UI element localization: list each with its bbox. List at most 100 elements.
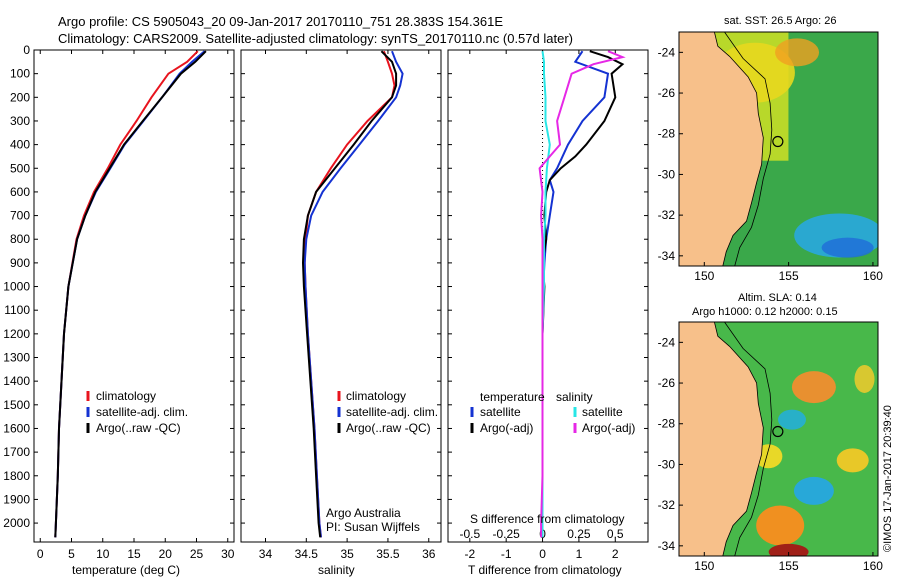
diff-top-label: S difference from climatology — [470, 512, 625, 526]
map-frame — [678, 31, 879, 267]
top-tick-label: -0.5 — [459, 527, 480, 541]
x-tick-label: 2 — [612, 547, 619, 561]
sst-map: 150 155 160 -24 -26 -28 -30 -32 -34 — [658, 31, 883, 283]
y-tick-label: 1900 — [3, 492, 30, 506]
y-tick-label: 1600 — [3, 421, 30, 435]
y-tick-label: 1000 — [3, 280, 30, 294]
sst-map-title: sat. SST: 26.5 Argo: 26 — [724, 15, 837, 27]
x-tick-label: -2 — [464, 547, 475, 561]
map-y-tick-label: -30 — [658, 457, 676, 471]
series-line — [54, 50, 207, 538]
map-y-tick-label: -24 — [658, 45, 676, 59]
x-tick-label: 36 — [422, 547, 436, 561]
map-x-tick-label: 155 — [779, 269, 799, 283]
argo-position-marker — [772, 135, 784, 148]
legend-label: Argo(..raw -QC) — [96, 421, 181, 435]
legend-header: salinity — [556, 390, 593, 404]
legend-label: Argo(-adj) — [480, 421, 533, 435]
title-line-2: Climatology: CARS2009. Satellite-adjuste… — [58, 31, 573, 46]
top-tick-label: 0.25 — [567, 527, 591, 541]
diff-xlabel: T difference from climatology — [468, 563, 622, 577]
map-y-tick-label: -24 — [658, 335, 676, 349]
map-y-tick-label: -28 — [658, 417, 676, 431]
series-line — [538, 50, 626, 538]
x-tick-label: 35 — [340, 547, 354, 561]
legend-label: climatology — [96, 389, 156, 403]
map-x-tick-label: 160 — [863, 559, 883, 573]
map-y-tick-label: -30 — [658, 167, 676, 181]
legend-label: satellite-adj. clim. — [96, 405, 188, 419]
y-tick-label: 1100 — [4, 303, 30, 317]
sla-map: 150 155 160 -24 -26 -28 -30 -32 -34 — [658, 321, 883, 573]
map-x-tick-label: 150 — [694, 269, 714, 283]
y-tick-label: 800 — [10, 232, 30, 246]
sst-hot-patch — [775, 38, 820, 67]
legend-label: Argo(-adj) — [582, 421, 635, 435]
y-tick-label: 200 — [10, 90, 30, 104]
map-x-tick-label: 150 — [694, 559, 714, 573]
sla-eddy — [756, 505, 805, 546]
y-tick-label: 1200 — [3, 327, 30, 341]
imos-timestamp: ©IMOS 17-Jan-2017 20:39:40 — [882, 405, 894, 552]
land-mass — [679, 32, 764, 266]
sla-eddy — [777, 409, 806, 430]
series-line — [301, 50, 398, 538]
y-tick-label: 700 — [10, 209, 30, 223]
sla-eddy — [854, 364, 875, 393]
sla-eddy — [836, 448, 869, 473]
map-frame — [678, 321, 879, 557]
top-tick-label: -0.25 — [493, 527, 521, 541]
legend-label: satellite-adj. clim. — [346, 405, 438, 419]
sla-eddy — [793, 476, 834, 505]
legend-label: Argo(..raw -QC) — [346, 421, 431, 435]
argo-position-marker — [772, 425, 784, 438]
sla-map-title-1: Altim. SLA: 0.14 — [738, 292, 817, 304]
shelf-contour — [724, 32, 773, 266]
sla-map-title-2: Argo h1000: 0.12 h2000: 0.15 — [692, 306, 838, 318]
x-tick-label: -1 — [501, 547, 512, 561]
y-tick-label: 1500 — [3, 398, 30, 412]
map-y-tick-label: -26 — [658, 376, 676, 390]
y-tick-label: 0 — [23, 43, 30, 57]
x-tick-label: 15 — [127, 547, 141, 561]
map-body — [679, 32, 878, 266]
map-x-tick-label: 155 — [779, 559, 799, 573]
sst-cold-patch — [821, 237, 874, 258]
x-tick-label: 1 — [576, 547, 583, 561]
land-mass — [679, 322, 764, 556]
legend-label: satellite — [582, 405, 623, 419]
plot-frame-2 — [447, 49, 649, 543]
map-y-tick-label: -28 — [658, 127, 676, 141]
x-tick-label: 25 — [190, 547, 204, 561]
legend-header: temperature — [480, 390, 545, 404]
y-tick-label: 900 — [10, 256, 30, 270]
map-x-tick-label: 160 — [863, 269, 883, 283]
y-tick-label: 1400 — [3, 374, 30, 388]
map-body — [679, 322, 878, 556]
map-y-tick-label: -34 — [658, 539, 676, 553]
x-tick-label: 34.5 — [295, 547, 319, 561]
y-tick-label: 600 — [10, 185, 30, 199]
x-tick-label: 34 — [259, 547, 273, 561]
map-y-tick-label: -32 — [658, 208, 676, 222]
y-tick-label: 1800 — [3, 469, 30, 483]
title-line-1: Argo profile: CS 5905043_20 09-Jan-2017 … — [58, 14, 504, 29]
sla-eddy — [791, 371, 836, 404]
y-tick-label: 300 — [10, 114, 30, 128]
sla-eddy — [768, 543, 809, 556]
legend-label: satellite — [480, 405, 521, 419]
x-tick-label: 30 — [221, 547, 235, 561]
top-tick-label: 0.5 — [607, 527, 624, 541]
map-y-tick-label: -26 — [658, 86, 676, 100]
x-tick-label: 5 — [68, 547, 75, 561]
x-tick-label: 35.5 — [376, 547, 400, 561]
legend-label: climatology — [346, 389, 406, 403]
x-tick-label: 10 — [96, 547, 110, 561]
y-tick-label: 2000 — [3, 516, 30, 530]
y-tick-label: 400 — [10, 138, 30, 152]
salinity-xlabel: salinity — [318, 563, 355, 577]
temperature-xlabel: temperature (deg C) — [72, 563, 181, 577]
y-tick-label: 500 — [10, 161, 30, 175]
map-y-tick-label: -34 — [658, 249, 676, 263]
